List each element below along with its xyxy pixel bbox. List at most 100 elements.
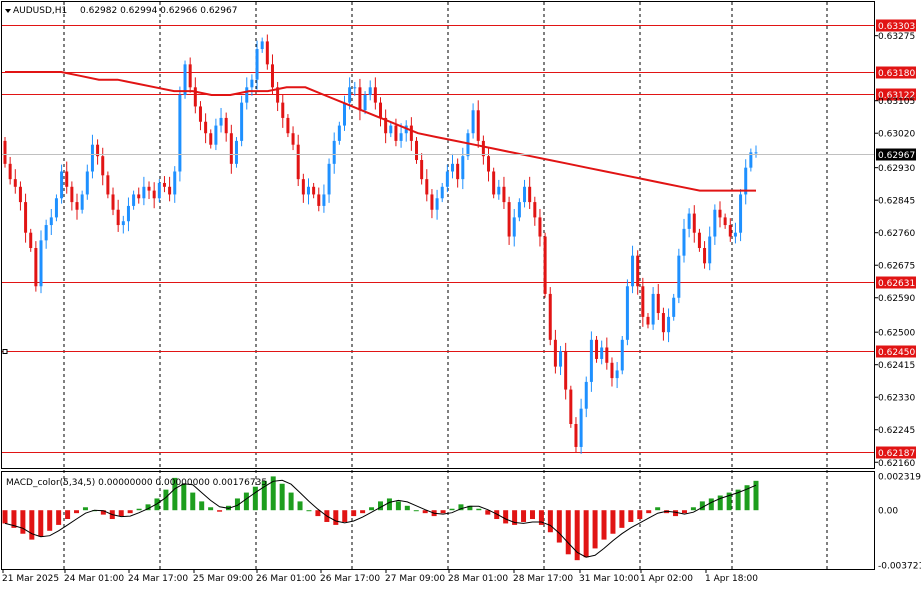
- macd-bar: [172, 477, 178, 511]
- candle-body: [291, 133, 295, 145]
- time-tick-label: 24 Mar 01:00: [64, 574, 124, 584]
- candle-body: [348, 87, 352, 103]
- macd-bar: [360, 510, 366, 514]
- candle-body: [157, 182, 161, 199]
- macd-bar: [234, 498, 240, 511]
- price-axis: 0.62967 0.63275 0.63105 0.63020 0.62930 0.628…: [2, 32, 921, 571]
- candle-body: [137, 194, 141, 199]
- candle-body: [301, 179, 305, 195]
- candle-body: [569, 389, 573, 425]
- candle-body: [327, 163, 331, 195]
- candle-body: [379, 102, 382, 118]
- candle-body: [96, 144, 100, 157]
- candle-body: [18, 186, 22, 203]
- macd-bar: [503, 510, 509, 524]
- macd-bar: [315, 510, 321, 517]
- candle-body: [543, 236, 547, 294]
- candle-body: [507, 202, 511, 237]
- candle-body: [471, 110, 475, 134]
- macd-bar: [592, 510, 598, 549]
- macd-bar: [127, 510, 133, 514]
- macd-tick-label: 0.00: [878, 507, 898, 517]
- price-level-value: 0.62631: [878, 279, 915, 289]
- time-tick-label: 21 Mar 2025: [2, 574, 59, 584]
- macd-bar: [243, 492, 249, 511]
- candle-body: [353, 87, 357, 89]
- macd-bar: [333, 510, 339, 525]
- macd-bar: [601, 510, 607, 540]
- candle-body: [435, 198, 439, 210]
- candles: [3, 34, 758, 454]
- candle-body: [744, 167, 748, 195]
- macd-bar: [440, 510, 446, 514]
- macd-bar: [717, 495, 723, 511]
- price-tick-label: 0.62675: [878, 262, 915, 272]
- price-tick-label: 0.62590: [878, 294, 915, 304]
- price-level-tag: [876, 88, 916, 101]
- macd-bar: [270, 476, 276, 511]
- candle-body: [363, 94, 367, 111]
- price-level-value: 0.63122: [878, 91, 915, 101]
- price-tick-label: 0.63020: [878, 130, 915, 140]
- candle-body: [595, 339, 599, 359]
- candle-body: [13, 179, 17, 187]
- price-level-tag: [876, 276, 916, 289]
- macd-label: MACD_color(5,34,5) 0.00000000 0.00000000…: [6, 478, 267, 488]
- candle-body: [641, 286, 645, 317]
- symbol-dropdown-icon[interactable]: [5, 9, 11, 13]
- horizontal-levels[interactable]: 0.63303 0.63180 0.63122 0.62631 0.62450 0.621…: [2, 19, 916, 460]
- price-tick-label: 0.62500: [878, 329, 915, 339]
- macd-bar: [467, 505, 473, 511]
- price-tick-label: 0.62930: [878, 164, 915, 174]
- candle-body: [147, 186, 151, 191]
- macd-bar: [673, 510, 679, 517]
- macd-bar: [529, 510, 535, 520]
- candle-body: [168, 186, 172, 195]
- candle-body: [564, 351, 568, 390]
- price-tick-label: 0.63275: [878, 32, 915, 42]
- candle-body: [240, 102, 244, 141]
- macd-bar: [574, 510, 580, 561]
- candle-body: [415, 140, 419, 161]
- macd-bar: [646, 510, 652, 514]
- candle-body: [718, 209, 722, 218]
- macd-bar: [82, 507, 88, 511]
- candle-body: [677, 255, 681, 298]
- candle-body: [162, 182, 166, 187]
- candle-body: [39, 240, 43, 287]
- time-tick-label: 27 Mar 09:00: [385, 574, 445, 584]
- candle-body: [461, 156, 465, 180]
- candle-body: [24, 202, 28, 233]
- macd-bar: [395, 501, 401, 511]
- price-level-value: 0.63180: [878, 69, 915, 79]
- candle-body: [487, 156, 491, 172]
- price-tick-label: 0.62245: [878, 426, 915, 436]
- candle-body: [152, 190, 156, 199]
- macd-bar: [699, 501, 705, 511]
- candle-body: [3, 140, 7, 164]
- candle-body: [584, 381, 588, 409]
- candle-body: [188, 64, 192, 88]
- candle-body: [456, 163, 460, 180]
- candle-body: [420, 160, 424, 180]
- candle-body: [121, 221, 125, 226]
- candle-body: [697, 232, 701, 249]
- candle-body: [502, 186, 506, 203]
- price-tick-label: 0.63105: [878, 97, 915, 107]
- macd-bar: [136, 508, 142, 511]
- candle-body: [260, 41, 264, 50]
- candle-body: [54, 198, 58, 218]
- time-tick-label: 24 Mar 17:00: [128, 574, 188, 584]
- candle-body: [692, 213, 696, 233]
- macd-bar: [556, 510, 562, 543]
- macd-bar: [145, 504, 151, 511]
- candle-body: [440, 186, 444, 199]
- candle-body: [579, 408, 583, 447]
- macd-bar: [100, 510, 106, 515]
- candle-body: [44, 225, 48, 241]
- candle-body: [723, 217, 727, 226]
- candle-body: [198, 106, 202, 122]
- candle-body: [749, 152, 753, 168]
